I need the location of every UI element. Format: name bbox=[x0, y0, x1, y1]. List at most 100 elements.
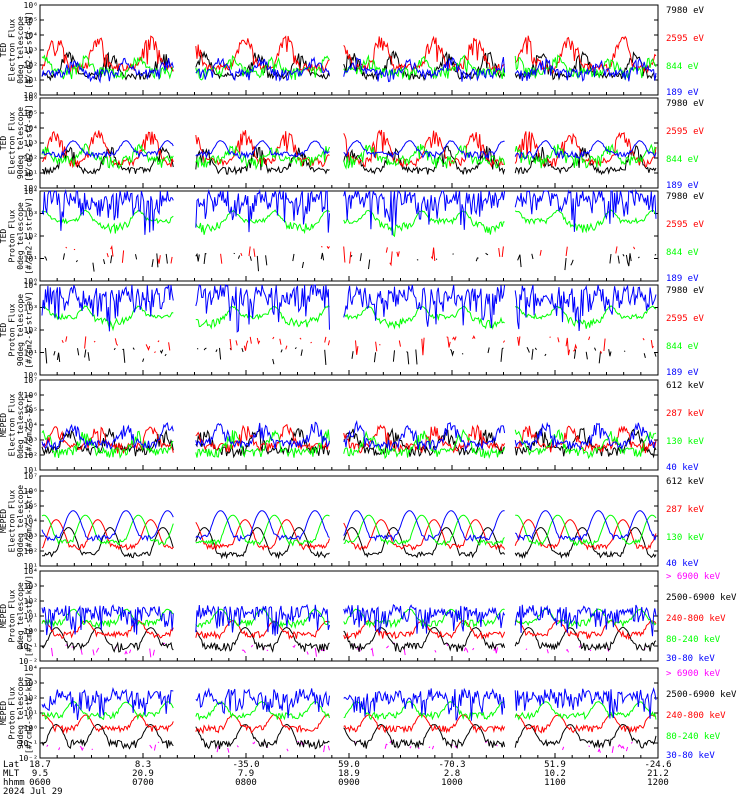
x-tick-label-mlt: 2.8 bbox=[444, 769, 460, 779]
panel-5: 10¹ 10² 10³ 10⁴ 10⁵ 10⁶ 10⁷ MEPED Electron Flux 0… bbox=[0, 376, 705, 475]
y-tick-label: 10⁶ bbox=[24, 94, 38, 103]
series-line bbox=[41, 686, 657, 721]
y-tick-label: 10⁰ bbox=[24, 371, 38, 380]
y-tick-label: 10³ bbox=[24, 304, 38, 313]
legend-entry: 130 keV bbox=[666, 533, 705, 543]
y-tick-label: 10³ bbox=[24, 582, 38, 591]
legend-entry: 240-800 keV bbox=[666, 711, 726, 721]
series-line bbox=[41, 714, 657, 735]
series-line bbox=[41, 620, 657, 641]
y-tick-label: 10⁶ bbox=[24, 487, 38, 496]
legend-entry: 240-800 keV bbox=[666, 614, 726, 624]
y-tick-label: 10² bbox=[24, 694, 38, 703]
y-tick-label: 10⁴ bbox=[24, 421, 38, 430]
x-tick-label-lat: -24.6 bbox=[644, 760, 671, 770]
panel-frame bbox=[39, 4, 659, 96]
legend-entry: 612 keV bbox=[666, 381, 705, 391]
y-tick-label: 10⁴ bbox=[24, 517, 38, 526]
y-tick-label: 10³ bbox=[24, 436, 38, 445]
series-line bbox=[41, 723, 657, 750]
x-tick-label-hhmm: 0800 bbox=[235, 778, 257, 788]
panel-frame bbox=[39, 379, 659, 471]
series-line bbox=[41, 35, 657, 75]
series-line bbox=[41, 189, 657, 236]
series-line bbox=[41, 510, 657, 543]
x-tick-label-lat: 8.3 bbox=[135, 760, 151, 770]
legend-entry: 7980 eV bbox=[666, 286, 705, 296]
y-tick-label: 10² bbox=[24, 232, 38, 241]
series-line bbox=[41, 626, 657, 654]
y-tick-label: 10¹ bbox=[24, 562, 38, 571]
x-tick-label-hhmm: 1200 bbox=[647, 778, 669, 788]
y-tick-label: 10¹ bbox=[24, 709, 38, 718]
legend-entry: 30-80 keV bbox=[666, 751, 715, 761]
legend-entry: > 6900 keV bbox=[666, 669, 721, 679]
y-tick-label: 10⁰ bbox=[24, 184, 38, 193]
y-tick-label: 10⁰ bbox=[24, 91, 38, 100]
y-axis-label-line: [#/cm2-s-str-keV] bbox=[25, 672, 34, 754]
y-axis-label: TED Electron Flux 0deg telescope [#/cm2-s-s… bbox=[0, 11, 34, 88]
y-axis-label-line: [#/cm2-s-str-eV] bbox=[25, 104, 34, 181]
legend-entry: 2500-6900 keV bbox=[666, 593, 737, 603]
y-tick-label: 10³ bbox=[24, 679, 38, 688]
y-axis-label-line: 0deg telescope bbox=[16, 202, 25, 270]
y-axis-label-line: TED bbox=[0, 43, 8, 58]
x-tick-label-lat: 51.9 bbox=[544, 760, 566, 770]
series-line bbox=[47, 740, 655, 753]
y-axis-label-line: [#/cm2-s-str] bbox=[25, 490, 34, 553]
series-line bbox=[41, 56, 657, 84]
x-tick-label-mlt: 21.2 bbox=[647, 769, 669, 779]
y-tick-label: 10⁰ bbox=[24, 277, 38, 286]
y-axis-label-line: Proton Flux bbox=[8, 303, 17, 356]
y-tick-label: 10⁴ bbox=[24, 664, 38, 673]
series-line bbox=[41, 50, 657, 82]
legend-entry: 30-80 keV bbox=[666, 654, 715, 664]
x-tick-label-lat: 59.0 bbox=[338, 760, 360, 770]
y-tick-label: 10⁻² bbox=[19, 754, 38, 763]
y-axis-label-line: TED bbox=[0, 136, 8, 151]
y-axis-label-line: TED bbox=[0, 323, 8, 338]
series-line bbox=[41, 140, 657, 161]
y-tick-label: 10³ bbox=[24, 139, 38, 148]
y-axis-label-line: [#/cm2-s-str-eV] bbox=[25, 11, 34, 88]
x-tick-label-hhmm: 1100 bbox=[544, 778, 566, 788]
y-tick-label: 10⁷ bbox=[24, 376, 38, 385]
x-tick-label-hhmm: 0600 bbox=[29, 778, 51, 788]
legend-entry: 189 eV bbox=[666, 88, 699, 98]
legend-entry: 40 keV bbox=[666, 559, 699, 569]
series-line bbox=[41, 284, 657, 333]
series-line bbox=[41, 428, 657, 460]
y-tick-label: 10¹ bbox=[24, 349, 38, 358]
legend-entry: 189 eV bbox=[666, 181, 699, 191]
y-axis-label: MEPED Proton Flux 0deg telescope [#/cm2-s-s… bbox=[0, 575, 34, 657]
y-axis-label-line: TED bbox=[0, 229, 8, 244]
y-tick-label: 10² bbox=[24, 597, 38, 606]
y-tick-label: 10² bbox=[24, 61, 38, 70]
legend-entry: 2595 eV bbox=[666, 34, 705, 44]
series-line bbox=[41, 526, 657, 560]
y-tick-label: 10¹ bbox=[24, 612, 38, 621]
series-line bbox=[41, 305, 657, 332]
y-axis-label-line: MEPED bbox=[0, 604, 8, 628]
y-tick-label: 10⁵ bbox=[24, 16, 38, 25]
legend-entry: 844 eV bbox=[666, 62, 699, 72]
y-axis-label: MEPED Electron Flux 0deg telescope [#/cm2-s… bbox=[0, 391, 34, 459]
y-axis-label-line: Proton Flux bbox=[8, 209, 17, 262]
legend-entry: 189 eV bbox=[666, 274, 699, 284]
y-tick-label: 10⁵ bbox=[24, 406, 38, 415]
legend-entry: 130 keV bbox=[666, 437, 705, 447]
y-axis-label-line: 90deg telescope bbox=[16, 485, 25, 557]
legend-entry: > 6900 keV bbox=[666, 572, 721, 582]
legend-entry: 80-240 keV bbox=[666, 635, 721, 645]
x-tick-label-hhmm: 0900 bbox=[338, 778, 360, 788]
y-axis-label-line: MEPED bbox=[0, 413, 8, 437]
y-axis-label-line: 90deg telescope bbox=[16, 107, 25, 179]
y-axis-label-line: Electron Flux bbox=[8, 112, 17, 175]
y-tick-label: 10⁴ bbox=[24, 187, 38, 196]
series-line bbox=[45, 346, 657, 365]
x-tick-label-mlt: 10.2 bbox=[544, 769, 566, 779]
series-line bbox=[41, 419, 657, 452]
